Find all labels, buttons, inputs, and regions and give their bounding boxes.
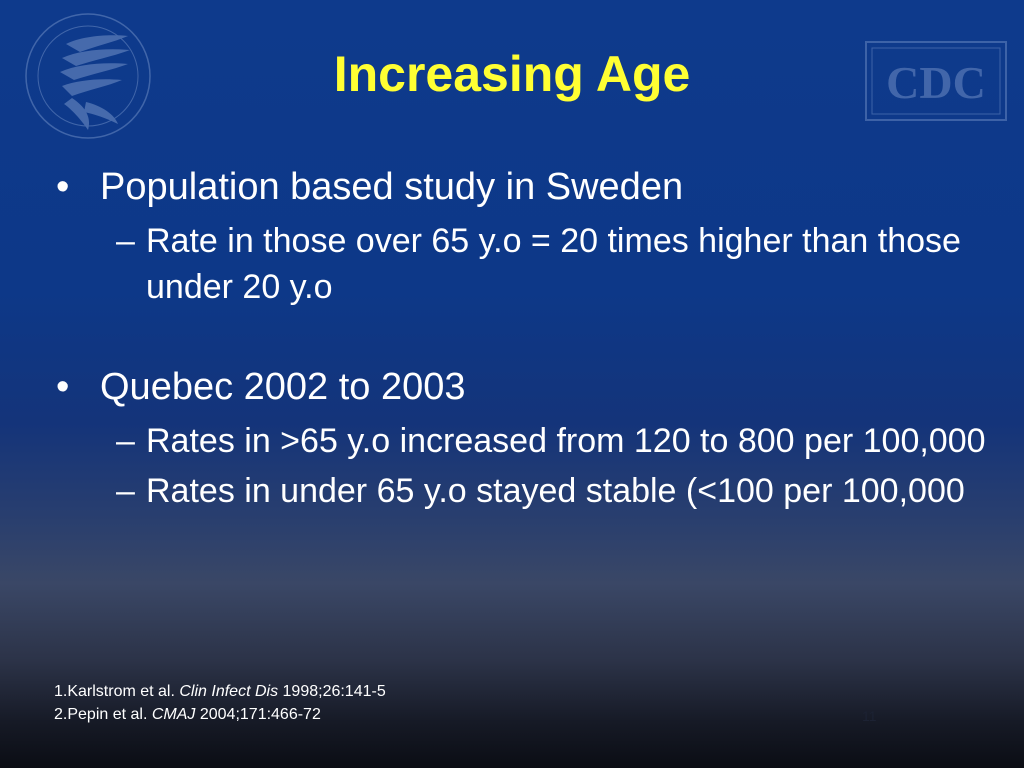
reference-journal: Clin Infect Dis xyxy=(179,683,279,700)
page-number: 11 xyxy=(862,708,877,724)
bullet-text: Population based study in Sweden xyxy=(100,166,684,208)
bullet-text: Quebec 2002 to 2003 xyxy=(100,366,466,408)
references: 1.Karlstrom et al. Clin Infect Dis 1998;… xyxy=(54,680,386,726)
sub-bullet-marker: – xyxy=(116,222,135,260)
reference-item: 1.Karlstrom et al. Clin Infect Dis 1998;… xyxy=(54,680,386,703)
reference-citation: 1998;26:141-5 xyxy=(278,683,386,700)
reference-authors: 2.Pepin et al. xyxy=(54,706,152,723)
bullet-item: • Population based study in Sweden xyxy=(56,160,1006,214)
reference-item: 2.Pepin et al. CMAJ 2004;171:466-72 xyxy=(54,703,386,726)
sub-bullet-marker: – xyxy=(116,422,135,460)
hhs-eagle-logo-icon xyxy=(25,13,151,139)
bullet-marker: • xyxy=(56,366,70,408)
bullet-item: • Quebec 2002 to 2003 xyxy=(56,360,1006,414)
cdc-logo-text: CDC xyxy=(886,57,986,108)
sub-bullet-text: Rates in >65 y.o increased from 120 to 8… xyxy=(146,422,986,460)
bullet-marker: • xyxy=(56,166,70,208)
slide-body: • Population based study in Sweden – Rat… xyxy=(56,160,1006,514)
sub-bullet-item: – Rates in >65 y.o increased from 120 to… xyxy=(116,418,1006,464)
reference-authors: 1.Karlstrom et al. xyxy=(54,683,180,700)
sub-bullet-marker: – xyxy=(116,472,135,510)
sub-bullet-text: Rate in those over 65 y.o = 20 times hig… xyxy=(146,222,961,306)
slide-title: Increasing Age xyxy=(333,46,691,102)
cdc-logo-icon: CDC xyxy=(865,41,1007,121)
sub-bullet-item: – Rates in under 65 y.o stayed stable (<… xyxy=(116,468,1006,514)
sub-bullet-item: – Rate in those over 65 y.o = 20 times h… xyxy=(116,218,1006,310)
reference-journal: CMAJ xyxy=(151,706,196,723)
sub-bullet-text: Rates in under 65 y.o stayed stable (<10… xyxy=(146,472,965,510)
reference-citation: 2004;171:466-72 xyxy=(195,706,321,723)
